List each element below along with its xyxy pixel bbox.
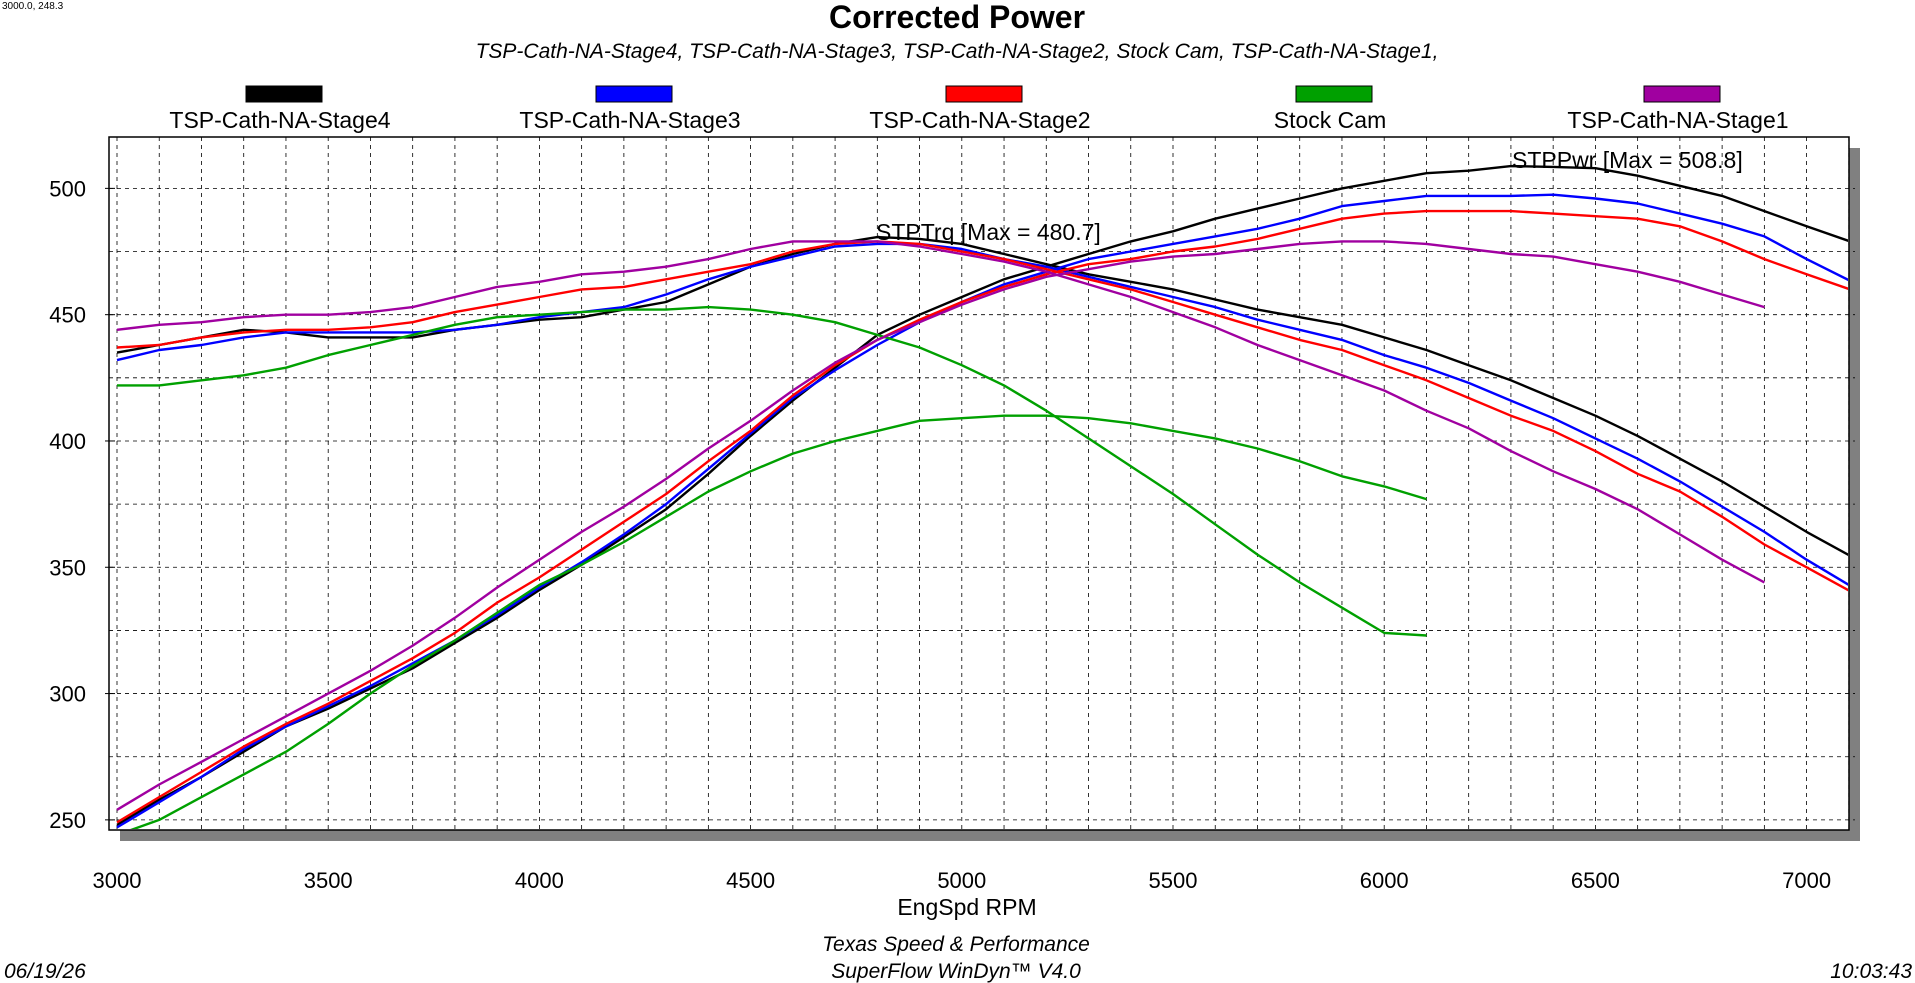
grid [109,137,1855,830]
legend-swatch [945,85,1023,103]
legend-label: TSP-Cath-NA-Stage3 [519,107,740,133]
coordinate-readout: 3000.0, 248.3 [2,1,64,12]
y-tick-label: 400 [49,429,86,454]
chart-subtitle: TSP-Cath-NA-Stage4, TSP-Cath-NA-Stage3, … [476,40,1439,63]
series-line-torque [117,305,1427,637]
x-tick-label: 3500 [304,868,353,893]
footer-time: 10:03:43 [1830,960,1912,983]
x-tick-label: 5000 [937,868,986,893]
x-tick-label: 6500 [1571,868,1620,893]
legend-label: TSP-Cath-NA-Stage1 [1567,107,1788,133]
legend: TSP-Cath-NA-Stage4 TSP-Cath-NA-Stage3 TSP-… [169,85,1789,133]
legend-label: Stock Cam [1274,107,1386,133]
footer-software: SuperFlow WinDyn™ V4.0 [831,960,1081,983]
y-tick-label: 500 [49,176,86,201]
legend-label: TSP-Cath-NA-Stage2 [869,107,1090,133]
y-tick-label: 300 [49,682,86,707]
legend-swatch [1295,85,1373,103]
series-curves [116,164,1848,829]
legend-label: TSP-Cath-NA-Stage4 [169,107,390,133]
axis-ticks: 3000 3500 4000 4500 5000 5500 6000 6500 7000 250 3… [49,176,1831,893]
footer-company: Texas Speed & Performance [822,933,1090,956]
x-tick-label: 4500 [726,868,775,893]
legend-swatch [1643,85,1721,103]
legend-swatch [595,85,673,103]
footer-date: 06/19/26 [4,960,86,983]
x-tick-label: 3000 [93,868,142,893]
x-axis-label: EngSpd RPM [897,894,1036,920]
x-tick-label: 7000 [1782,868,1831,893]
x-tick-label: 4000 [515,868,564,893]
series-line-torque [116,242,1848,586]
x-tick-label: 6000 [1360,868,1409,893]
chart-title: Corrected Power [829,0,1085,35]
series-line-power [130,414,1427,829]
y-tick-label: 350 [49,555,86,580]
series-line-power [116,240,1765,811]
annotation-max-power: STPPwr [Max = 508.8] [1512,147,1743,173]
annotation-max-torque: STPTrq [Max = 480.7] [876,219,1101,245]
x-tick-label: 5500 [1149,868,1198,893]
series-line-torque [116,240,1765,584]
series-line-power [116,209,1848,824]
y-tick-label: 250 [49,808,86,833]
legend-swatch [245,85,323,103]
y-tick-label: 450 [49,303,86,328]
series-line-torque [116,240,1848,592]
